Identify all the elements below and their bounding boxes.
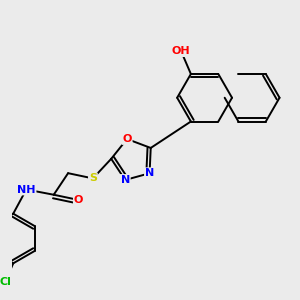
Text: Cl: Cl xyxy=(0,277,11,286)
Text: OH: OH xyxy=(172,46,190,56)
Text: S: S xyxy=(89,173,97,183)
Text: N: N xyxy=(145,168,154,178)
Text: NH: NH xyxy=(17,184,35,194)
Text: O: O xyxy=(122,134,132,144)
Text: O: O xyxy=(74,195,83,205)
Text: N: N xyxy=(121,175,130,185)
